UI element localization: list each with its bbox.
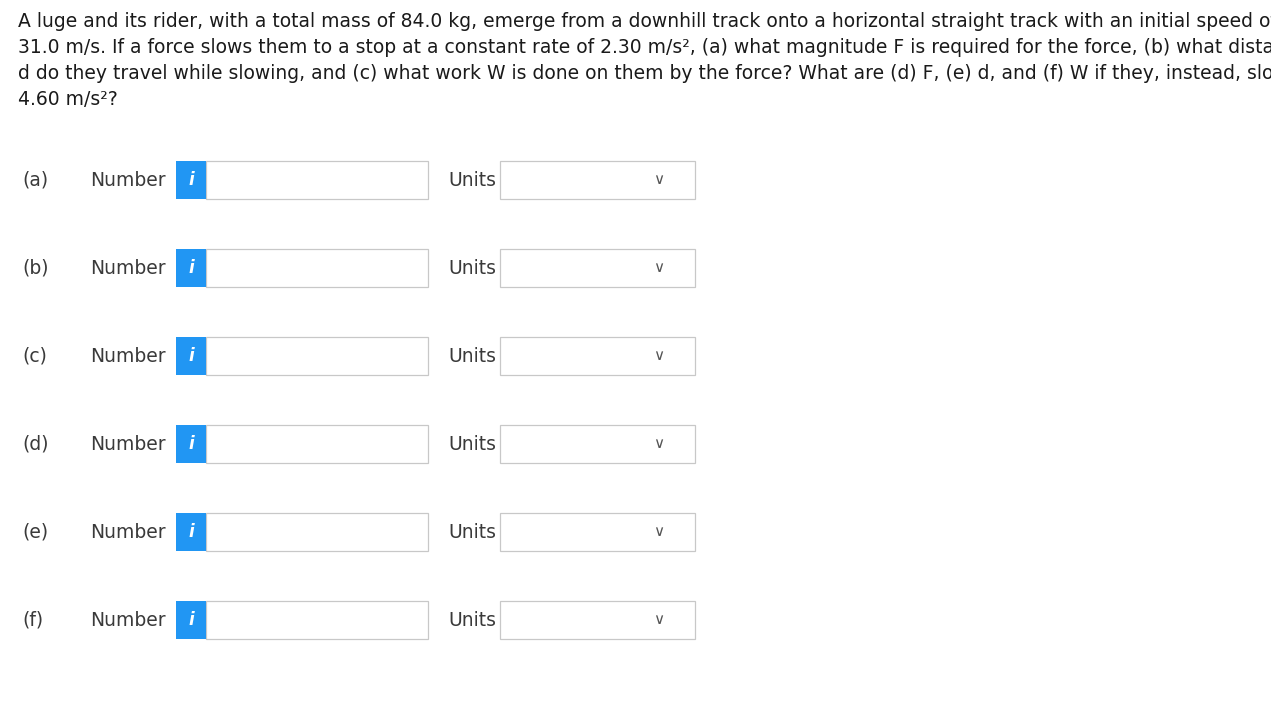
- FancyBboxPatch shape: [500, 249, 695, 287]
- Text: Number: Number: [90, 523, 165, 541]
- Text: Number: Number: [90, 347, 165, 366]
- Text: Number: Number: [90, 434, 165, 453]
- Text: i: i: [188, 259, 194, 277]
- Text: (b): (b): [22, 259, 48, 277]
- Text: Units: Units: [447, 347, 496, 366]
- Text: ∨: ∨: [653, 436, 665, 451]
- Text: ∨: ∨: [653, 612, 665, 627]
- FancyBboxPatch shape: [175, 601, 206, 639]
- Text: 4.60 m/s²?: 4.60 m/s²?: [18, 90, 118, 109]
- Text: ∨: ∨: [653, 525, 665, 540]
- Text: Number: Number: [90, 259, 165, 277]
- FancyBboxPatch shape: [206, 425, 428, 463]
- Text: Units: Units: [447, 434, 496, 453]
- FancyBboxPatch shape: [500, 161, 695, 199]
- Text: (d): (d): [22, 434, 48, 453]
- Text: 31.0 m/s. If a force slows them to a stop at a constant rate of 2.30 m/s², (a) w: 31.0 m/s. If a force slows them to a sto…: [18, 38, 1271, 57]
- FancyBboxPatch shape: [500, 425, 695, 463]
- FancyBboxPatch shape: [206, 337, 428, 375]
- FancyBboxPatch shape: [175, 513, 206, 551]
- Text: ∨: ∨: [653, 173, 665, 188]
- Text: d do they travel while slowing, and (c) what work W is done on them by the force: d do they travel while slowing, and (c) …: [18, 64, 1271, 83]
- FancyBboxPatch shape: [206, 161, 428, 199]
- FancyBboxPatch shape: [500, 337, 695, 375]
- Text: Units: Units: [447, 523, 496, 541]
- Text: (e): (e): [22, 523, 48, 541]
- Text: i: i: [188, 523, 194, 541]
- FancyBboxPatch shape: [500, 601, 695, 639]
- Text: (a): (a): [22, 170, 48, 190]
- Text: Units: Units: [447, 259, 496, 277]
- FancyBboxPatch shape: [175, 161, 206, 199]
- Text: A luge and its rider, with a total mass of 84.0 kg, emerge from a downhill track: A luge and its rider, with a total mass …: [18, 12, 1271, 31]
- Text: ∨: ∨: [653, 349, 665, 364]
- Text: i: i: [188, 611, 194, 629]
- FancyBboxPatch shape: [206, 601, 428, 639]
- FancyBboxPatch shape: [175, 425, 206, 463]
- Text: i: i: [188, 171, 194, 189]
- FancyBboxPatch shape: [206, 513, 428, 551]
- FancyBboxPatch shape: [206, 249, 428, 287]
- Text: (f): (f): [22, 610, 43, 630]
- Text: Units: Units: [447, 610, 496, 630]
- FancyBboxPatch shape: [175, 337, 206, 375]
- Text: Units: Units: [447, 170, 496, 190]
- FancyBboxPatch shape: [500, 513, 695, 551]
- Text: Number: Number: [90, 170, 165, 190]
- Text: (c): (c): [22, 347, 47, 366]
- Text: i: i: [188, 435, 194, 453]
- FancyBboxPatch shape: [175, 249, 206, 287]
- Text: Number: Number: [90, 610, 165, 630]
- Text: ∨: ∨: [653, 260, 665, 275]
- Text: i: i: [188, 347, 194, 365]
